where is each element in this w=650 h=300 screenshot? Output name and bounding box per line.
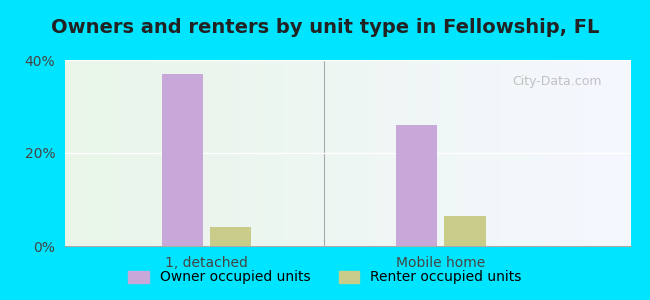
- Bar: [210, 227, 251, 246]
- Bar: [162, 74, 203, 246]
- Bar: [445, 216, 486, 246]
- Legend: Owner occupied units, Renter occupied units: Owner occupied units, Renter occupied un…: [123, 265, 527, 290]
- Bar: [396, 125, 437, 246]
- Text: Owners and renters by unit type in Fellowship, FL: Owners and renters by unit type in Fello…: [51, 18, 599, 37]
- Text: City-Data.com: City-Data.com: [513, 75, 602, 88]
